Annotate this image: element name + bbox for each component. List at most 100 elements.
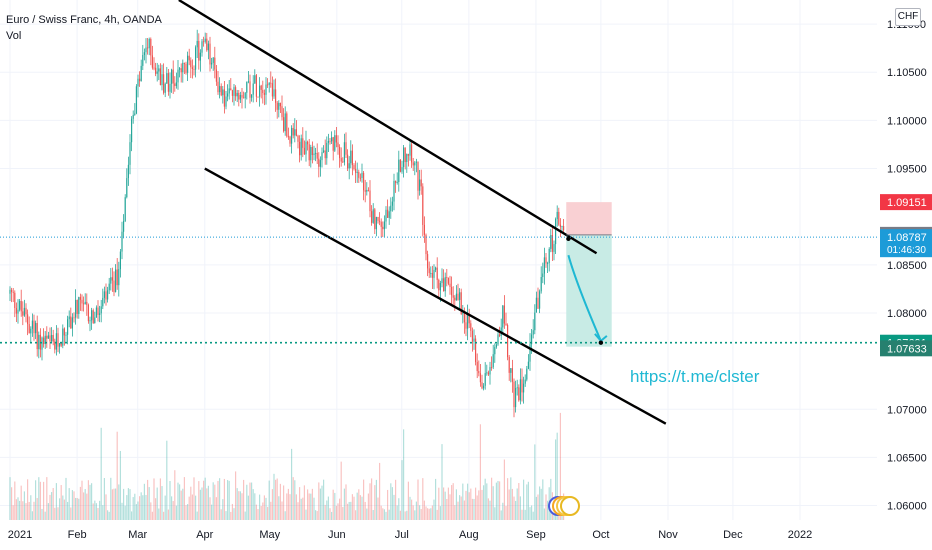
volume-bar bbox=[137, 501, 139, 520]
volume-bar bbox=[543, 508, 545, 520]
volume-bar bbox=[318, 482, 320, 520]
candle-body bbox=[259, 85, 261, 97]
candle-body bbox=[521, 379, 523, 393]
volume-bar bbox=[143, 483, 145, 520]
candle-body bbox=[503, 305, 505, 324]
candle-body bbox=[30, 328, 32, 334]
volume-bar bbox=[289, 494, 291, 520]
candle-body bbox=[324, 150, 326, 159]
candle-body bbox=[497, 334, 499, 345]
volume-bar bbox=[537, 494, 539, 520]
volume-bar bbox=[419, 505, 421, 520]
candle-body bbox=[321, 152, 323, 161]
candle-body bbox=[11, 289, 13, 292]
x-axis-tick-label: Feb bbox=[68, 529, 87, 541]
y-axis-tick-label: 1.05500 bbox=[887, 549, 927, 550]
volume-bar bbox=[404, 511, 406, 520]
volume-bar bbox=[271, 489, 273, 520]
candle-body bbox=[446, 277, 448, 278]
candle-body bbox=[123, 220, 125, 232]
candle-body bbox=[499, 334, 501, 336]
volume-bar bbox=[89, 484, 91, 520]
volume-bar bbox=[438, 487, 440, 520]
target-dot bbox=[598, 340, 604, 345]
candle-body bbox=[383, 221, 385, 230]
candle-body bbox=[372, 209, 374, 223]
candle-body bbox=[28, 324, 30, 334]
volume-bar bbox=[46, 477, 48, 520]
candle-body bbox=[127, 164, 129, 179]
volume-bar bbox=[492, 486, 494, 520]
volume-bar bbox=[372, 510, 374, 520]
volume-bar bbox=[25, 503, 27, 520]
candlestick-series bbox=[9, 29, 565, 418]
volume-bar bbox=[244, 511, 246, 520]
volume-bar bbox=[113, 488, 115, 520]
candle-body bbox=[108, 283, 110, 291]
candle-body bbox=[470, 323, 472, 331]
candle-body bbox=[15, 307, 17, 314]
volume-bar bbox=[27, 479, 29, 520]
candle-body bbox=[294, 129, 296, 136]
volume-bar bbox=[497, 480, 499, 520]
volume-bar bbox=[327, 496, 329, 520]
volume-bar bbox=[247, 495, 249, 520]
volume-bar bbox=[126, 495, 128, 520]
candle-body bbox=[84, 301, 86, 305]
volume-bar bbox=[190, 486, 192, 520]
volume-bar bbox=[355, 510, 357, 520]
candle-body bbox=[262, 89, 264, 93]
volume-bar bbox=[169, 481, 171, 520]
forecast-arrow bbox=[567, 254, 602, 342]
volume-bar bbox=[283, 485, 285, 520]
currency-button[interactable]: CHF bbox=[895, 8, 921, 26]
volume-bar bbox=[531, 505, 533, 520]
volume-bar bbox=[388, 509, 390, 520]
volume-bar bbox=[371, 478, 373, 520]
volume-bar bbox=[119, 450, 121, 520]
candle-body bbox=[451, 286, 453, 296]
candle-body bbox=[361, 172, 363, 178]
candle-body bbox=[252, 83, 254, 95]
volume-bar bbox=[217, 480, 219, 520]
volume-bar bbox=[403, 429, 405, 520]
candle-body bbox=[131, 118, 133, 143]
candle-body bbox=[463, 313, 465, 323]
candle-body bbox=[63, 328, 65, 336]
volume-bar bbox=[347, 503, 349, 520]
volume-bar bbox=[99, 500, 101, 520]
candle-body bbox=[407, 154, 409, 156]
candle-body bbox=[263, 92, 265, 95]
candle-body bbox=[343, 142, 345, 163]
volume-bar bbox=[153, 478, 155, 520]
volume-bar bbox=[476, 495, 478, 520]
candle-body bbox=[540, 277, 542, 292]
volume-bar bbox=[495, 482, 497, 520]
volume-bar bbox=[297, 502, 299, 520]
volume-bar bbox=[451, 485, 453, 520]
volume-bar bbox=[462, 483, 464, 520]
volume-bar bbox=[511, 488, 513, 520]
candle-body bbox=[404, 147, 406, 162]
candle-body bbox=[467, 315, 469, 329]
volume-bar bbox=[163, 511, 165, 520]
candle-body bbox=[235, 87, 237, 97]
volume-bar bbox=[30, 495, 32, 520]
candle-body bbox=[132, 114, 134, 119]
candle-body bbox=[502, 305, 504, 328]
candle-body bbox=[483, 385, 485, 389]
volume-bar bbox=[430, 508, 432, 520]
candle-body bbox=[220, 86, 222, 96]
volume-bar bbox=[204, 477, 206, 520]
candle-body bbox=[516, 387, 518, 389]
candle-body bbox=[95, 307, 97, 318]
volume-bar bbox=[281, 501, 283, 520]
candle-body bbox=[113, 280, 115, 293]
candle-body bbox=[529, 344, 531, 362]
candle-body bbox=[270, 82, 272, 84]
candle-body bbox=[14, 292, 16, 308]
candle-body bbox=[68, 316, 70, 320]
candle-body bbox=[147, 47, 149, 49]
candle-body bbox=[319, 160, 321, 167]
